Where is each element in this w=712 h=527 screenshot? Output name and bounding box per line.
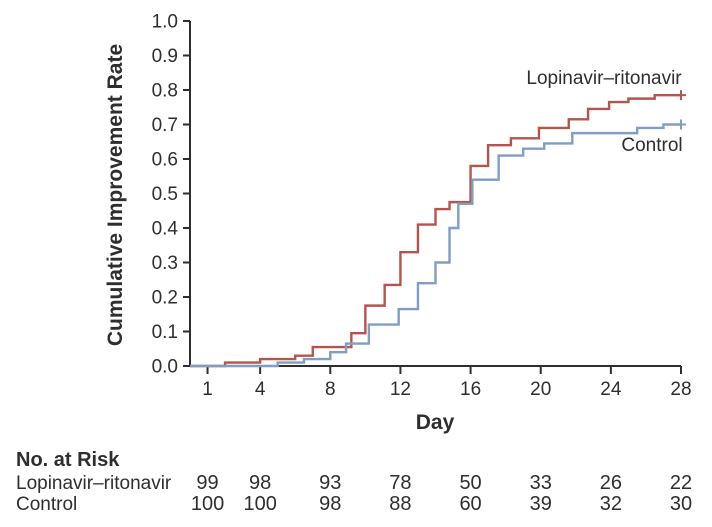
y-axis-tick-label: 0.8 xyxy=(152,81,178,102)
y-axis-tick-label: 0.4 xyxy=(152,219,179,240)
y-axis-tick-label: 1.0 xyxy=(152,12,178,33)
x-axis-title: Day xyxy=(416,411,455,434)
x-axis-tick-label: 12 xyxy=(390,379,411,400)
x-axis-tick-label: 16 xyxy=(460,379,481,400)
y-axis-tick-label: 0.6 xyxy=(152,150,178,171)
y-axis-tick-label: 0.2 xyxy=(152,288,178,309)
risk-value: 100 xyxy=(191,493,224,515)
y-axis-tick-label: 0.3 xyxy=(152,253,178,274)
censor-mark xyxy=(676,119,686,130)
axes-group: 0.0 0.1 0.2 0.3 0.4 0.5 0.6 0.7 0.8 0.9 1.0 1 4 8 12 16… xyxy=(152,12,692,401)
risk-value: 78 xyxy=(389,472,411,494)
risk-value: 100 xyxy=(243,493,276,515)
risk-value: 26 xyxy=(600,472,622,494)
series-line-control xyxy=(190,123,681,368)
risk-value: 30 xyxy=(670,493,692,515)
x-axis-tick-label: 24 xyxy=(600,379,622,400)
x-axis-tick-label: 20 xyxy=(530,379,551,400)
y-axis-tick-label: 0.7 xyxy=(152,115,178,136)
censor-mark xyxy=(676,90,686,101)
risk-table-title: No. at Risk xyxy=(16,449,120,471)
risk-value: 22 xyxy=(670,472,692,494)
risk-value: 99 xyxy=(196,472,218,494)
risk-value: 39 xyxy=(530,493,552,515)
x-axis-tick-label: 1 xyxy=(202,379,213,400)
series-label-control: Control xyxy=(621,135,682,156)
risk-value: 93 xyxy=(319,472,341,494)
risk-value: 98 xyxy=(319,493,341,515)
y-axis-title: Cumulative Improvement Rate xyxy=(104,44,127,346)
y-axis-tick-label: 0.0 xyxy=(152,357,178,378)
y-axis-tick-label: 0.5 xyxy=(152,184,178,205)
series-line-lopinavir-ritonavir xyxy=(190,93,681,368)
risk-value: 32 xyxy=(600,493,622,515)
risk-value: 60 xyxy=(459,493,481,515)
y-axis-tick-label: 0.1 xyxy=(152,322,178,343)
risk-value: 88 xyxy=(389,493,411,515)
x-axis-tick-label: 28 xyxy=(670,379,691,400)
series-group xyxy=(190,90,686,368)
risk-value: 98 xyxy=(249,472,271,494)
y-axis-tick-label: 0.9 xyxy=(152,46,178,67)
x-axis-tick-label: 4 xyxy=(255,379,266,400)
risk-value: 33 xyxy=(530,472,552,494)
risk-value: 50 xyxy=(459,472,481,494)
series-label-lopinavir-ritonavir: Lopinavir–ritonavir xyxy=(526,68,682,89)
x-axis-tick-label: 8 xyxy=(325,379,336,400)
risk-row-label-lopinavir-ritonavir: Lopinavir–ritonavir xyxy=(16,473,172,494)
risk-row-label-control: Control xyxy=(16,494,77,515)
